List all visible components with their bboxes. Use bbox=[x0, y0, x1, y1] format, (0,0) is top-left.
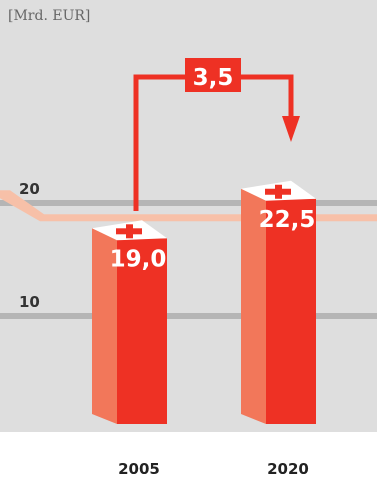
bar-value-label: 19,0 bbox=[110, 246, 167, 272]
gridline-20 bbox=[0, 200, 377, 206]
category-label: 2020 bbox=[267, 460, 309, 478]
y-tick-label: 10 bbox=[19, 293, 40, 311]
bar-2020: 22,5 bbox=[241, 180, 316, 424]
category-label: 2005 bbox=[118, 460, 160, 478]
arrow-head-icon bbox=[282, 116, 300, 142]
bar-front bbox=[266, 198, 316, 424]
bar-side bbox=[92, 228, 117, 424]
difference-label: 3,5 bbox=[193, 65, 234, 91]
cross-icon bbox=[265, 184, 291, 199]
unit-label: [Mrd. EUR] bbox=[8, 8, 90, 24]
difference-box bbox=[185, 58, 241, 92]
y-tick-label: 20 bbox=[19, 180, 40, 198]
bar-2005: 19,0 bbox=[92, 220, 167, 424]
reference-line bbox=[0, 190, 377, 222]
bar-front bbox=[117, 238, 167, 424]
cross-icon bbox=[116, 224, 142, 239]
gridline-10 bbox=[0, 313, 377, 319]
bar-value-label: 22,5 bbox=[259, 207, 316, 233]
bar-side bbox=[241, 188, 266, 424]
